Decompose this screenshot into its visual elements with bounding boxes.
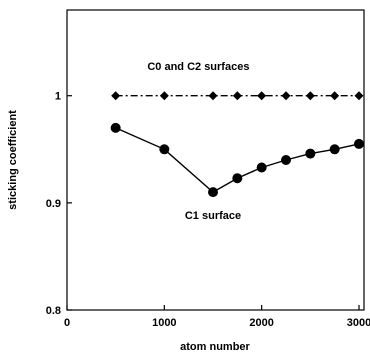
diamond-marker xyxy=(257,91,267,101)
annotation-label: C0 and C2 surfaces xyxy=(147,61,249,73)
diamond-marker xyxy=(232,91,242,101)
circle-marker xyxy=(110,122,121,133)
diamond-marker xyxy=(330,91,340,101)
diamond-marker xyxy=(208,91,218,101)
circle-marker xyxy=(256,162,267,173)
x-tick-label: 1000 xyxy=(152,317,176,329)
x-tick-label: 0 xyxy=(64,317,70,329)
series-2 xyxy=(110,122,364,198)
annotation-layer: C0 and C2 surfaces C1 surface xyxy=(147,61,249,222)
diamond-marker xyxy=(281,91,291,101)
series-layer xyxy=(110,91,364,198)
y-tick-label: 0.8 xyxy=(46,305,61,317)
series-1 xyxy=(111,91,364,101)
diamond-marker xyxy=(354,91,364,101)
y-tick-label: 1 xyxy=(55,91,61,103)
circle-marker xyxy=(305,148,316,159)
circle-marker xyxy=(354,138,364,149)
plot-frame xyxy=(66,9,365,311)
circle-marker xyxy=(232,173,243,184)
x-tick-label: 3000 xyxy=(347,317,370,329)
x-axis-title: atom number xyxy=(180,341,250,353)
diamond-marker xyxy=(111,91,121,101)
y-tick-label: 0.9 xyxy=(46,198,61,210)
x-ticks: 0 1000 2000 3000 xyxy=(64,305,370,329)
y-ticks: 0.8 0.9 1 xyxy=(46,91,72,317)
circle-marker xyxy=(159,144,170,155)
diamond-marker xyxy=(159,91,169,101)
circle-marker xyxy=(281,155,291,165)
x-tick-label: 2000 xyxy=(249,317,273,329)
annotation-label: C1 surface xyxy=(185,210,241,222)
circle-marker xyxy=(208,187,218,198)
y-axis-title: sticking coefficient xyxy=(7,110,19,210)
diamond-marker xyxy=(305,91,315,101)
circle-marker xyxy=(329,144,340,155)
